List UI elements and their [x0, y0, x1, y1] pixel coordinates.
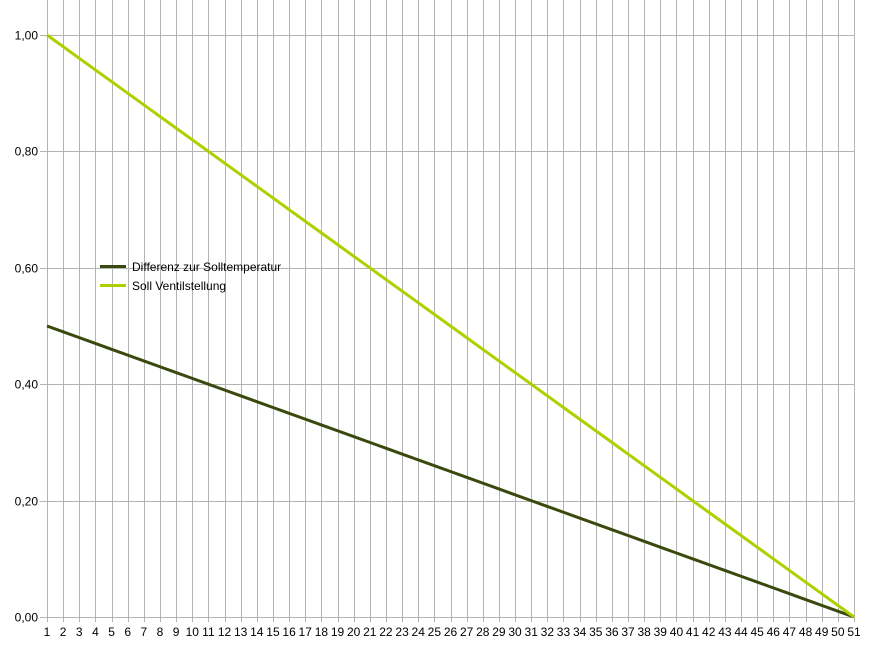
- series-line: [46, 33, 855, 619]
- x-tick-label: 14: [250, 625, 264, 639]
- x-tick-label: 45: [750, 625, 764, 639]
- grid: [47, 0, 855, 618]
- legend-swatch: [100, 265, 126, 268]
- x-tick-label: 3: [76, 625, 83, 639]
- y-tick-label: 0,60: [15, 262, 39, 276]
- x-tick-label: 51: [847, 625, 861, 639]
- x-tick-label: 6: [124, 625, 131, 639]
- legend-label: Differenz zur Solltemperatur: [132, 259, 282, 274]
- x-tick-label: 18: [315, 625, 329, 639]
- x-tick-label: 36: [605, 625, 619, 639]
- x-tick-label: 47: [783, 625, 797, 639]
- x-tick-label: 9: [173, 625, 180, 639]
- y-axis: 0,00 0,20 0,40 0,60 0,80 1,00: [15, 29, 47, 625]
- x-tick-label: 37: [621, 625, 635, 639]
- legend-swatch: [100, 284, 126, 287]
- x-tick-label: 32: [541, 625, 555, 639]
- x-tick-label: 12: [218, 625, 232, 639]
- x-axis: 1 2 3 4 5 6 7 8 9 10 11 12 13 14 15 16 17 18 19 20 21 22 23 24 2…: [44, 617, 861, 639]
- x-tick-label: 16: [282, 625, 296, 639]
- y-tick-label: 0,00: [15, 611, 39, 625]
- x-tick-label: 26: [444, 625, 458, 639]
- x-tick-label: 8: [157, 625, 164, 639]
- y-tick-label: 0,40: [15, 378, 39, 392]
- x-tick-label: 24: [412, 625, 426, 639]
- x-tick-label: 31: [525, 625, 539, 639]
- x-tick-label: 22: [379, 625, 393, 639]
- x-tick-label: 5: [108, 625, 115, 639]
- legend-item: Differenz zur Solltemperatur: [100, 257, 281, 276]
- x-tick-label: 38: [638, 625, 652, 639]
- x-tick-label: 10: [186, 625, 200, 639]
- x-tick-label: 17: [299, 625, 313, 639]
- x-tick-label: 21: [363, 625, 377, 639]
- legend: Differenz zur Solltemperatur Soll Ventil…: [100, 257, 281, 295]
- x-tick-label: 35: [589, 625, 603, 639]
- x-tick-label: 27: [460, 625, 474, 639]
- x-tick-label: 15: [266, 625, 280, 639]
- series-lines: [46, 33, 855, 619]
- x-tick-label: 49: [815, 625, 829, 639]
- x-tick-label: 25: [428, 625, 442, 639]
- x-tick-label: 19: [331, 625, 345, 639]
- x-tick-label: 44: [734, 625, 748, 639]
- legend-item: Soll Ventilstellung: [100, 276, 281, 295]
- x-tick-label: 11: [202, 625, 215, 639]
- series-line: [46, 324, 855, 619]
- legend-label: Soll Ventilstellung: [132, 278, 227, 293]
- x-tick-label: 30: [508, 625, 522, 639]
- x-tick-label: 34: [573, 625, 587, 639]
- x-tick-label: 43: [718, 625, 732, 639]
- x-tick-label: 1: [44, 625, 51, 639]
- x-tick-label: 42: [702, 625, 716, 639]
- y-tick-label: 1,00: [15, 29, 39, 43]
- x-tick-label: 20: [347, 625, 361, 639]
- x-tick-label: 4: [92, 625, 99, 639]
- x-tick-label: 46: [767, 625, 781, 639]
- x-tick-label: 40: [670, 625, 684, 639]
- x-tick-label: 23: [395, 625, 409, 639]
- x-tick-label: 48: [799, 625, 813, 639]
- y-tick-label: 0,80: [15, 145, 39, 159]
- x-tick-label: 7: [140, 625, 147, 639]
- x-tick-label: 39: [654, 625, 668, 639]
- x-tick-label: 33: [557, 625, 571, 639]
- x-tick-label: 13: [234, 625, 248, 639]
- x-tick-label: 2: [60, 625, 67, 639]
- x-tick-label: 28: [476, 625, 490, 639]
- x-tick-label: 41: [686, 625, 700, 639]
- x-tick-label: 29: [492, 625, 506, 639]
- x-tick-label: 50: [831, 625, 845, 639]
- y-tick-label: 0,20: [15, 495, 39, 509]
